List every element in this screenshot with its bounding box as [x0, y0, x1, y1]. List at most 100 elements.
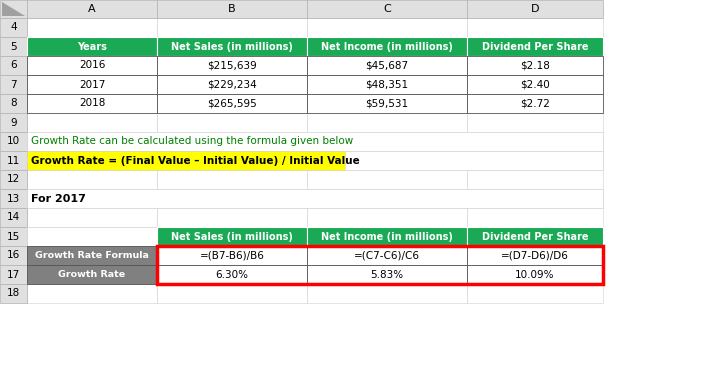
Text: $59,531: $59,531: [366, 99, 408, 109]
Bar: [307, 37, 467, 56]
Bar: [27, 75, 157, 94]
Text: 18: 18: [7, 289, 20, 298]
Bar: [157, 37, 307, 56]
Bar: [157, 246, 307, 265]
Bar: [307, 265, 467, 284]
Text: 15: 15: [7, 231, 20, 241]
Bar: [157, 284, 307, 303]
Bar: [27, 170, 157, 189]
Bar: [307, 189, 467, 208]
Bar: [157, 18, 307, 37]
Text: B: B: [228, 4, 236, 14]
Bar: [157, 227, 307, 246]
Text: Dividend Per Share: Dividend Per Share: [482, 231, 588, 241]
Bar: [0, 0, 27, 18]
Bar: [157, 227, 307, 246]
Bar: [157, 265, 307, 284]
Bar: [467, 246, 603, 265]
Bar: [0, 94, 27, 113]
Bar: [27, 37, 157, 56]
Bar: [467, 75, 603, 94]
Bar: [345, 151, 603, 170]
Bar: [27, 265, 157, 284]
Bar: [0, 56, 27, 75]
Text: Years: Years: [77, 42, 107, 52]
Bar: [467, 265, 603, 284]
Bar: [27, 189, 157, 208]
Text: $229,234: $229,234: [207, 79, 257, 89]
Text: 11: 11: [7, 156, 20, 166]
Text: $45,687: $45,687: [366, 60, 408, 71]
Text: Net Income (in millions): Net Income (in millions): [321, 231, 453, 241]
Bar: [0, 265, 27, 284]
Bar: [467, 75, 603, 94]
Text: D: D: [531, 4, 539, 14]
Bar: [157, 246, 307, 265]
Bar: [467, 94, 603, 113]
Bar: [307, 208, 467, 227]
Bar: [467, 0, 603, 18]
Bar: [307, 75, 467, 94]
Bar: [27, 246, 157, 265]
Text: Growth Rate = (Final Value – Initial Value) / Initial Value: Growth Rate = (Final Value – Initial Val…: [31, 156, 360, 166]
Text: 16: 16: [7, 251, 20, 261]
Bar: [157, 56, 307, 75]
Text: 5.83%: 5.83%: [370, 269, 404, 280]
Text: 2016: 2016: [79, 60, 105, 71]
Bar: [27, 75, 157, 94]
Text: =(B7-B6)/B6: =(B7-B6)/B6: [200, 251, 264, 261]
Bar: [0, 37, 27, 56]
Bar: [467, 170, 603, 189]
Bar: [307, 37, 467, 56]
Text: 10.09%: 10.09%: [515, 269, 555, 280]
Bar: [307, 246, 467, 265]
Bar: [467, 246, 603, 265]
Bar: [27, 132, 157, 151]
Text: 12: 12: [7, 174, 20, 184]
Bar: [467, 18, 603, 37]
Bar: [27, 94, 157, 113]
Bar: [467, 151, 603, 170]
Text: $2.72: $2.72: [520, 99, 550, 109]
Text: Net Sales (in millions): Net Sales (in millions): [171, 42, 293, 52]
Polygon shape: [2, 2, 25, 16]
Bar: [27, 56, 157, 75]
Bar: [307, 56, 467, 75]
Bar: [157, 151, 307, 170]
Text: 6: 6: [10, 60, 17, 71]
Bar: [467, 265, 603, 284]
Bar: [157, 94, 307, 113]
Bar: [307, 113, 467, 132]
Bar: [157, 0, 307, 18]
Text: Net Sales (in millions): Net Sales (in millions): [171, 231, 293, 241]
Bar: [27, 132, 603, 151]
Text: $265,595: $265,595: [207, 99, 257, 109]
Text: 2018: 2018: [79, 99, 105, 109]
Bar: [27, 18, 157, 37]
Bar: [467, 284, 603, 303]
Bar: [157, 37, 307, 56]
Bar: [27, 94, 157, 113]
Bar: [157, 56, 307, 75]
Bar: [0, 208, 27, 227]
Text: Dividend Per Share: Dividend Per Share: [482, 42, 588, 52]
Bar: [307, 246, 467, 265]
Bar: [307, 227, 467, 246]
Text: 6.30%: 6.30%: [216, 269, 248, 280]
Bar: [307, 56, 467, 75]
Bar: [307, 0, 467, 18]
Bar: [0, 189, 27, 208]
Text: $2.40: $2.40: [520, 79, 550, 89]
Bar: [27, 113, 157, 132]
Bar: [467, 227, 603, 246]
Bar: [467, 37, 603, 56]
Bar: [307, 132, 467, 151]
Bar: [307, 75, 467, 94]
Bar: [27, 0, 157, 18]
Bar: [27, 284, 157, 303]
Bar: [157, 132, 307, 151]
Text: 4: 4: [10, 22, 17, 32]
Bar: [27, 246, 157, 265]
Text: For 2017: For 2017: [31, 194, 86, 204]
Bar: [0, 132, 27, 151]
